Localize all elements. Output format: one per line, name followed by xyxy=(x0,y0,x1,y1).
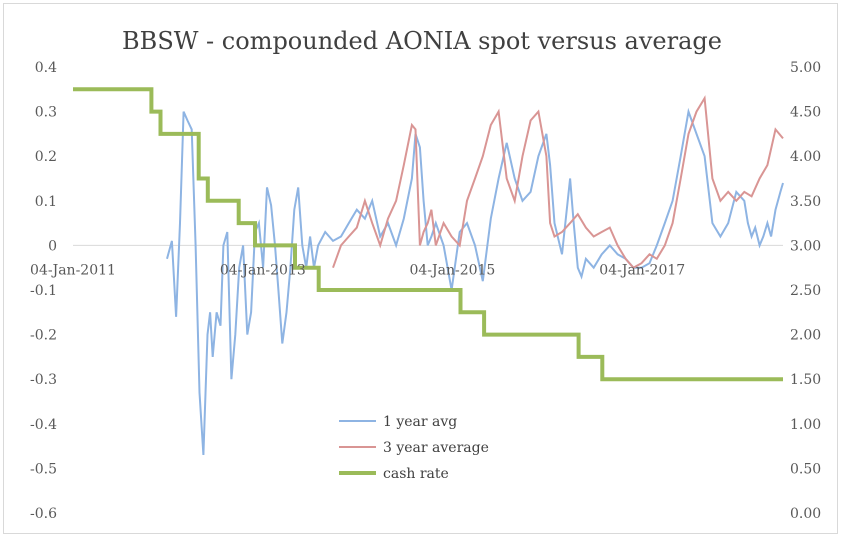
legend-label: 3 year average xyxy=(383,440,489,456)
legend: 1 year avg 3 year average cash rate xyxy=(339,414,489,482)
right-axis-tick-label: 0.50 xyxy=(790,461,821,477)
right-axis-tick-label: 0.00 xyxy=(790,506,821,522)
right-axis-tick-label: 4.50 xyxy=(790,105,821,121)
right-axis-tick-label: 3.50 xyxy=(790,194,821,210)
chart-title: BBSW - compounded AONIA spot versus aver… xyxy=(122,27,722,55)
x-axis-tick-label: 04-Jan-2013 xyxy=(220,262,306,278)
right-axis-tick-label: 1.50 xyxy=(790,372,821,388)
right-axis-ticks: 5.00 4.50 4.00 3.50 3.00 2.50 2.00 1.50 1.00 0.50… xyxy=(790,60,821,522)
right-axis-tick-label: 5.00 xyxy=(790,60,821,76)
legend-label: cash rate xyxy=(383,466,449,482)
x-axis-tick-label: 04-Jan-2015 xyxy=(409,262,495,278)
left-axis-tick-label: 0.1 xyxy=(35,194,57,210)
left-axis-tick-label: 0.3 xyxy=(35,105,57,121)
x-axis-tick-label: 04-Jan-2017 xyxy=(599,262,685,278)
series-line-2 xyxy=(332,95,784,269)
right-axis-tick-label: 2.00 xyxy=(790,328,821,344)
series-line-1 xyxy=(166,107,784,456)
series-line-3 xyxy=(73,87,783,382)
left-axis-tick-label: -0.5 xyxy=(30,461,57,477)
left-axis-tick-label: 0.2 xyxy=(35,149,57,165)
left-axis-tick-label: -0.4 xyxy=(30,417,57,433)
left-axis-tick-label: -0.1 xyxy=(30,283,57,299)
right-axis-tick-label: 3.00 xyxy=(790,238,821,254)
left-axis-ticks: 0.4 0.3 0.2 0.1 0 -0.1 -0.2 -0.3 -0.4 -0.5 -0.6 xyxy=(30,60,57,522)
left-axis-tick-label: 0.4 xyxy=(35,60,57,76)
x-axis-tick-label: 04-Jan-2011 xyxy=(30,262,116,278)
chart-border xyxy=(3,3,838,534)
legend-label: 1 year avg xyxy=(383,414,457,430)
right-axis-tick-label: 2.50 xyxy=(790,283,821,299)
left-axis-tick-label: -0.6 xyxy=(30,506,57,522)
left-axis-tick-label: -0.3 xyxy=(30,372,57,388)
x-axis-ticks: 04-Jan-2011 04-Jan-2013 04-Jan-2015 04-Jan-… xyxy=(30,262,685,278)
series-layer xyxy=(73,87,784,456)
left-axis-tick-label: -0.2 xyxy=(30,328,57,344)
left-axis-tick-label: 0 xyxy=(48,238,57,254)
right-axis-tick-label: 1.00 xyxy=(790,417,821,433)
right-axis-tick-label: 4.00 xyxy=(790,149,821,165)
